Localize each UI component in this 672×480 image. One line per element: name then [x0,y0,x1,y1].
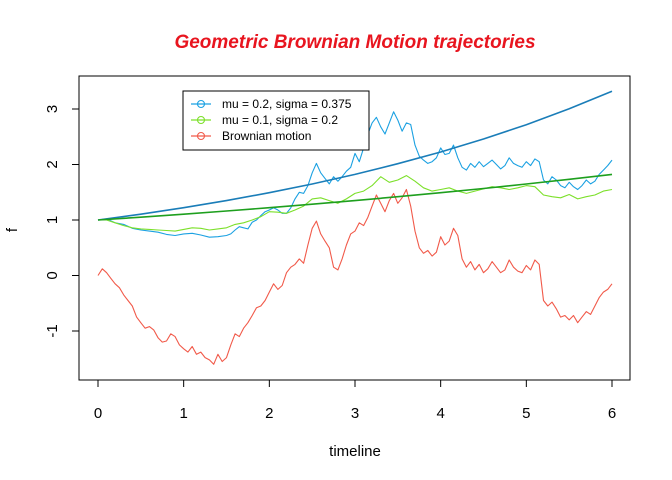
x-tick-label: 3 [351,405,359,422]
y-axis-label: f [4,227,21,232]
series-line-2 [98,175,613,232]
y-tick-label: -1 [44,324,61,337]
y-tick-label: 0 [44,271,61,279]
x-tick-label: 0 [94,405,102,422]
y-tick-label: 3 [44,105,61,113]
legend: mu = 0.2, sigma = 0.375 mu = 0.1, sigma =… [182,90,370,151]
x-axis-label: timeline [329,443,381,460]
legend-marker [196,131,206,141]
legend-marker [196,99,206,109]
legend-label: mu = 0.2, sigma = 0.375 [222,97,352,111]
chart-title: Geometric Brownian Motion trajectories [174,32,535,53]
legend-marker [196,115,206,125]
x-tick-label: 1 [179,405,187,422]
x-tick-label: 6 [608,405,616,422]
expected-value-curve-4 [97,90,613,221]
legend-label: mu = 0.1, sigma = 0.2 [222,113,338,127]
expected-value-curve-5 [97,173,613,221]
y-tick-label: 2 [44,160,61,168]
series-line-1 [97,111,613,238]
legend-label: Brownian motion [222,129,311,143]
legend-box [182,90,370,151]
x-tick-label: 5 [522,405,530,422]
series-layer [97,90,613,365]
axes: 0 1 2 3 4 5 6 -1 0 1 2 3 [44,105,616,422]
series-line-3 [97,188,613,365]
y-tick-label: 1 [44,216,61,224]
x-tick-label: 2 [265,405,273,422]
x-tick-label: 4 [436,405,444,422]
